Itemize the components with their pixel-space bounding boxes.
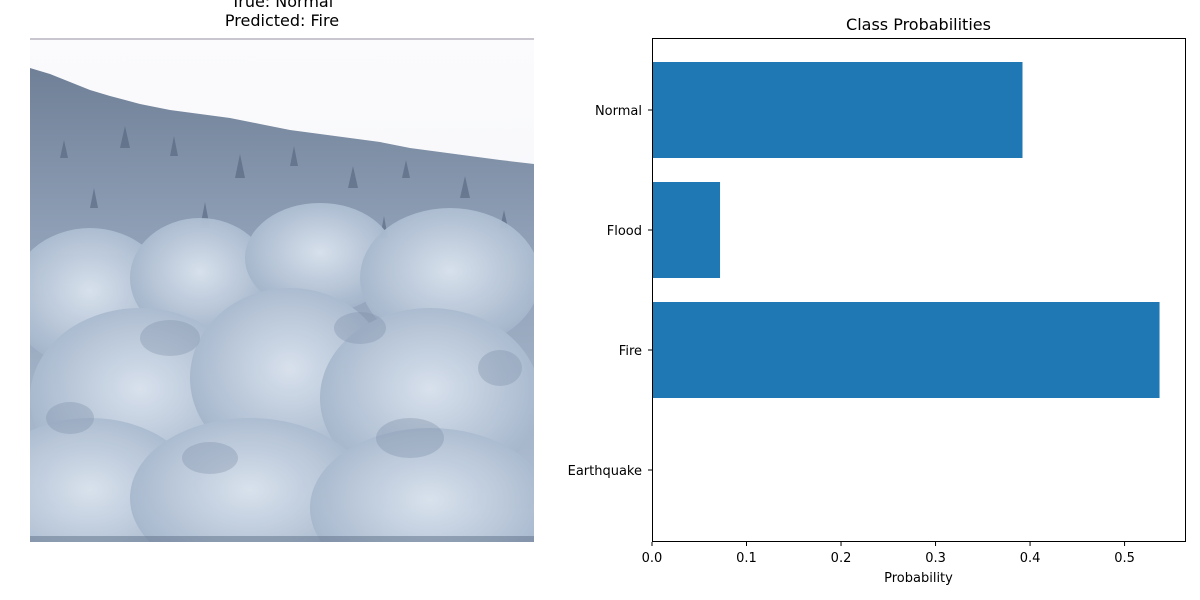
bar-group — [652, 62, 1160, 398]
y-axis: Earthquake Fire Flood Normal — [568, 104, 652, 479]
y-tick-label-earthquake: Earthquake — [568, 464, 642, 479]
bar-normal — [652, 62, 1023, 158]
x-tick-label: 0.4 — [1020, 551, 1041, 566]
x-axis-label: Probability — [884, 571, 953, 586]
snowy-forest-image — [30, 38, 534, 542]
y-tick-label-normal: Normal — [595, 104, 642, 119]
x-tick-label: 0.1 — [736, 551, 757, 566]
bar-flood — [652, 182, 721, 278]
x-tick-label: 0.0 — [642, 551, 663, 566]
x-axis: 0.0 0.1 0.2 0.3 0.4 0.5 — [642, 542, 1135, 566]
x-tick-label: 0.5 — [1114, 551, 1135, 566]
image-title: True: Normal Predicted: Fire — [30, 0, 534, 30]
y-tick-label-fire: Fire — [619, 344, 642, 359]
y-tick-label-flood: Flood — [607, 224, 642, 239]
image-title-true-label: True: Normal — [230, 0, 334, 11]
bar-fire — [652, 302, 1160, 398]
x-tick-label: 0.2 — [831, 551, 852, 566]
chart-title: Class Probabilities — [846, 15, 991, 34]
image-title-predicted-label: Predicted: Fire — [224, 11, 340, 30]
plot-frame — [652, 38, 1186, 542]
x-tick-label: 0.3 — [925, 551, 946, 566]
